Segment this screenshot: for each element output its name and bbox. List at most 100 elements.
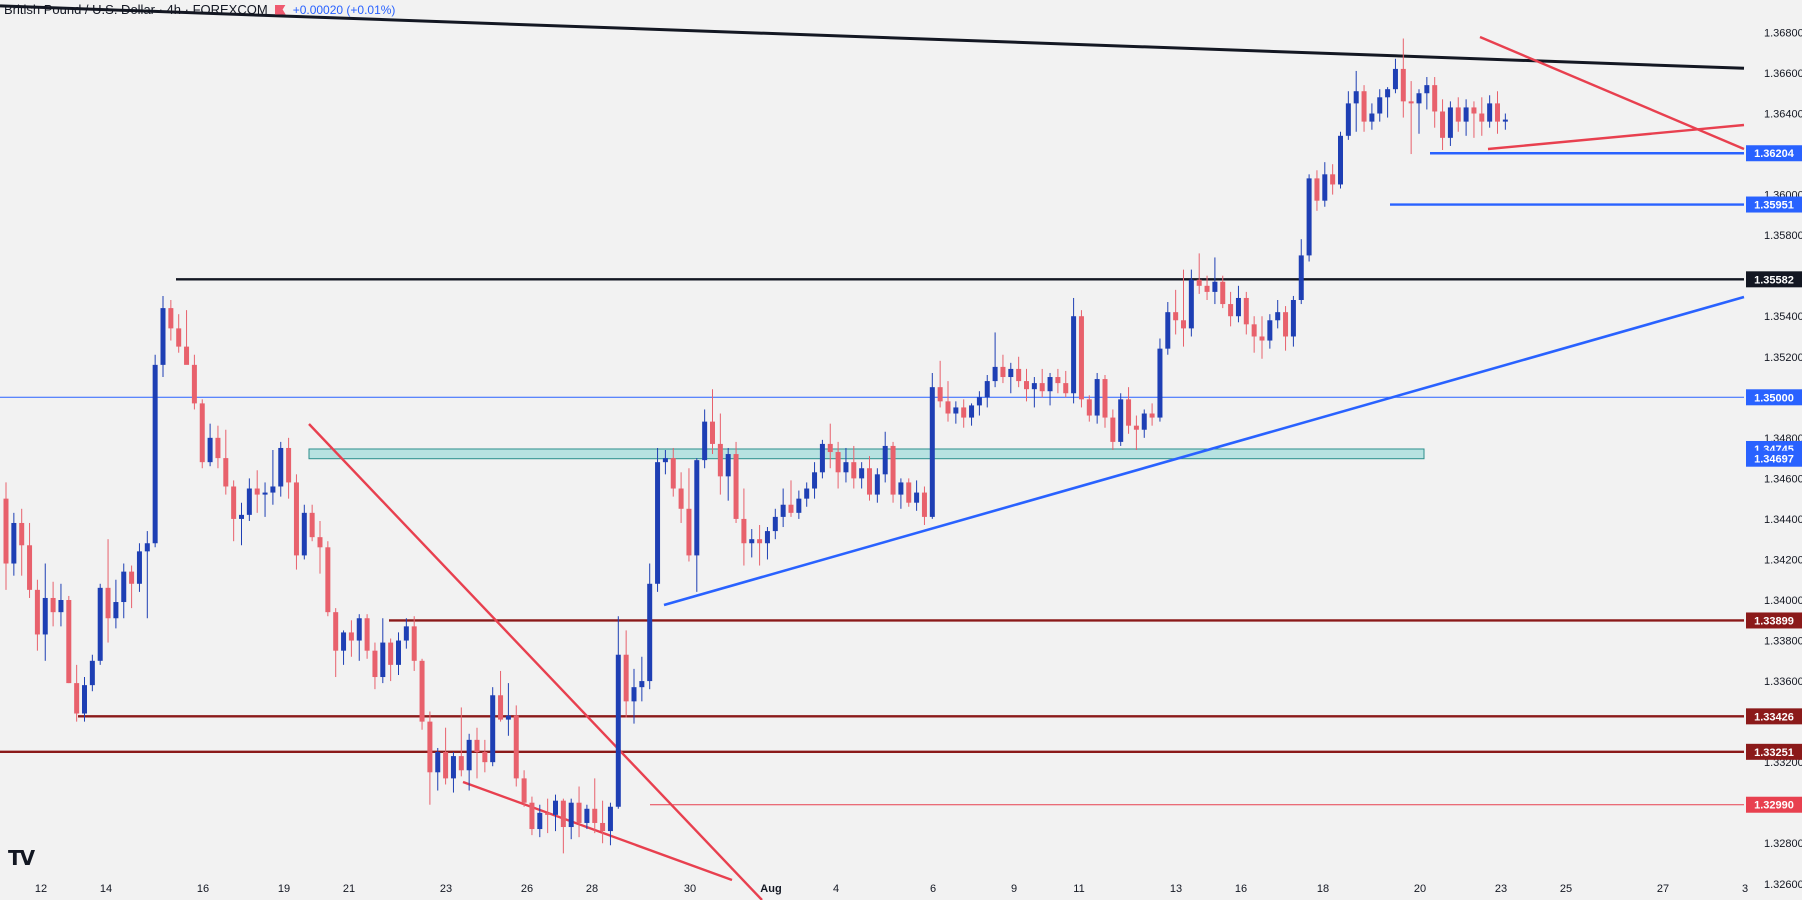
candle-body [1141, 413, 1147, 430]
wedge-upper-line [308, 423, 763, 900]
candle-body [1165, 312, 1171, 349]
candle-body [1416, 93, 1422, 104]
candle-body [631, 687, 637, 702]
y-tick-label: 1.34200 [1764, 554, 1802, 566]
candle-body [1063, 383, 1069, 394]
candle-body [364, 618, 370, 651]
candle-body [1455, 107, 1461, 122]
candle-body [1353, 91, 1359, 104]
price-label-text: 1.35951 [1754, 200, 1794, 212]
x-tick-label: 6 [930, 883, 936, 895]
candle-body [58, 600, 64, 613]
candle-body [662, 458, 668, 463]
candle-body [1400, 68, 1406, 102]
candle-body [1102, 379, 1108, 418]
candle-body [191, 364, 197, 404]
price-label-box [1746, 145, 1802, 162]
candle-body [984, 381, 990, 398]
candle-body [474, 739, 480, 753]
candle-body [160, 308, 166, 365]
y-tick-label: 1.33600 [1764, 676, 1802, 688]
candle-body [152, 364, 158, 544]
triangle-upper-line [1479, 35, 1745, 151]
candle-body [427, 721, 433, 773]
x-tick-label: 16 [1235, 883, 1247, 895]
candle-body [851, 462, 857, 479]
candle-body [105, 587, 111, 619]
x-tick-label: 30 [684, 883, 696, 895]
candle-body [898, 482, 904, 495]
tradingview-logo[interactable]: TV [8, 846, 35, 870]
price-label-box [1746, 389, 1802, 406]
candle-body [1385, 89, 1391, 98]
candle-body [686, 508, 692, 556]
candle-body [655, 462, 661, 584]
price-label-text: 1.34697 [1754, 454, 1794, 466]
y-tick-label: 1.35200 [1764, 352, 1802, 364]
candle-body [419, 660, 425, 722]
x-tick-label: 11 [1073, 883, 1084, 895]
candle-body [560, 800, 566, 828]
candle-body [874, 474, 880, 495]
candle-body [286, 447, 292, 483]
candle-body [82, 685, 87, 714]
candle-body [207, 437, 213, 463]
candle-body [411, 626, 417, 661]
candle-body [1447, 107, 1453, 138]
candle-body [1173, 312, 1179, 321]
candle-body [1118, 399, 1124, 442]
candle-body [435, 752, 441, 773]
candle-body [780, 504, 786, 517]
candle-body [1487, 103, 1493, 122]
candle-body [293, 482, 299, 556]
candle-body [788, 504, 794, 513]
candle-body [1502, 119, 1508, 122]
y-tick-label: 1.35400 [1764, 311, 1802, 323]
candle-body [262, 492, 268, 495]
candle-body [34, 589, 40, 635]
x-tick-label: 28 [586, 883, 598, 895]
price-label-text: 1.36204 [1754, 148, 1795, 160]
x-tick-label: 4 [833, 883, 839, 895]
candle-body [772, 516, 778, 532]
candle-body [961, 407, 967, 418]
candle-body [827, 443, 833, 453]
candle-body [231, 486, 237, 519]
y-tick-label: 1.36400 [1764, 109, 1802, 121]
candle-body [992, 366, 998, 382]
x-tick-label: 23 [1495, 883, 1507, 895]
candle-body [348, 632, 354, 641]
candle-body [1220, 281, 1226, 305]
y-tick-label: 1.34600 [1764, 473, 1802, 485]
y-tick-label: 1.33800 [1764, 636, 1802, 648]
candle-body [568, 802, 574, 828]
price-label-text: 1.35582 [1754, 274, 1794, 286]
candle-body [937, 387, 943, 402]
price-label-box [1746, 196, 1802, 213]
candle-body [443, 752, 449, 779]
candle-body [1078, 316, 1084, 400]
candle-body [623, 654, 629, 702]
candle-body [1204, 285, 1210, 292]
candle-body [906, 482, 912, 503]
candle-body [1008, 368, 1014, 378]
candle-body [372, 650, 378, 678]
y-tick-label: 1.32800 [1764, 838, 1802, 850]
x-tick-label: 21 [343, 883, 355, 895]
candle-body [615, 654, 621, 807]
candle-body [1000, 366, 1006, 378]
candle-body [129, 571, 135, 584]
candle-body [1016, 368, 1022, 382]
x-tick-label: 23 [440, 883, 452, 895]
candle-body [168, 308, 174, 329]
candle-body [710, 421, 715, 444]
flag-icon[interactable] [274, 4, 286, 15]
candle-body [97, 587, 103, 661]
x-tick-label: 13 [1170, 883, 1182, 895]
candle-body [1133, 425, 1139, 430]
candle-body [804, 488, 810, 499]
candle-body [176, 328, 182, 347]
symbol-title[interactable]: British Pound / U.S. Dollar · 4h · FOREX… [4, 2, 268, 17]
